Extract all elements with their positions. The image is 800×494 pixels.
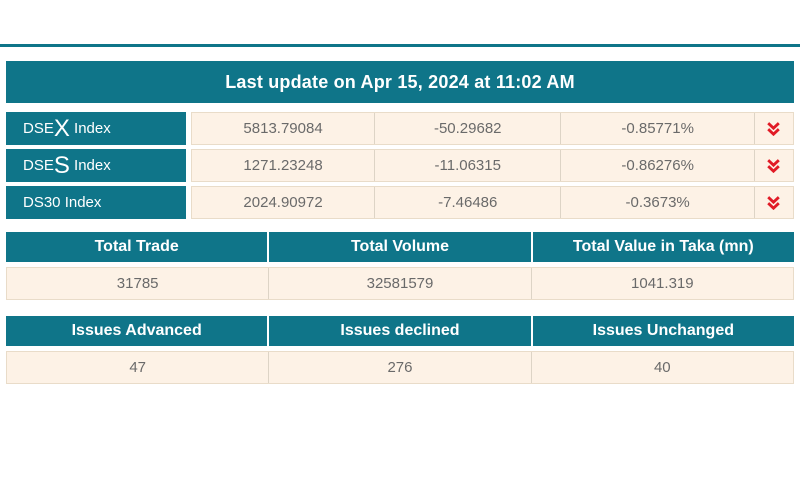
content-area: Last update on Apr 15, 2024 at 11:02 AM …: [6, 61, 794, 384]
total-volume-header: Total Volume: [267, 232, 530, 262]
index-name-prefix: DSE: [23, 120, 54, 137]
issues-declined-header: Issues declined: [267, 316, 530, 346]
total-trade-value: 31785: [116, 275, 159, 292]
index-name-suffix: Index: [69, 157, 111, 174]
issues-unchanged-value: 40: [530, 352, 793, 383]
issues-advanced-value: 47: [129, 359, 146, 376]
issues-summary-header-row: Issues Advanced Issues declined Issues U…: [6, 316, 794, 346]
index-row-dses: DSE S Index 1271.23248 -11.06315 -0.86276…: [6, 149, 794, 182]
trade-summary-value-row: 31785 32581579 1041.319: [6, 267, 794, 300]
index-change-pct-cell: -0.85771%: [560, 113, 754, 144]
index-name-cell: DS30 Index: [6, 186, 186, 219]
index-name-big-letter: X: [53, 114, 70, 142]
index-change-pct-cell: -0.3673%: [560, 187, 754, 218]
top-accent-line: [0, 44, 800, 47]
double-chevron-down-icon: [766, 195, 781, 210]
double-chevron-down-icon: [766, 158, 781, 173]
index-row-ds30: DS30 Index 2024.90972 -7.46486 -0.3673%: [6, 186, 794, 219]
index-change-pct-cell: -0.86276%: [560, 150, 754, 181]
trade-summary-header-row: Total Trade Total Volume Total Value in …: [6, 232, 794, 262]
index-change-cell: -11.06315: [374, 150, 560, 181]
issues-summary-table: Issues Advanced Issues declined Issues U…: [6, 316, 794, 384]
index-values: 5813.79084 -50.29682 -0.85771%: [191, 112, 794, 145]
trend-icon-cell: [753, 187, 793, 218]
index-name-suffix: Index: [69, 120, 111, 137]
trend-icon-cell: [753, 113, 793, 144]
index-name-cell: DSE S Index: [6, 149, 186, 182]
double-chevron-down-icon: [766, 121, 781, 136]
index-change-cell: -7.46486: [374, 187, 560, 218]
index-value-cell: 1271.23248: [243, 157, 323, 174]
index-change-cell: -50.29682: [374, 113, 560, 144]
index-table: DSE X Index 5813.79084 -50.29682 -0.85771…: [6, 112, 794, 219]
index-name-prefix: DSE: [23, 157, 54, 174]
total-value-header: Total Value in Taka (mn): [530, 232, 794, 262]
total-volume-value: 32581579: [268, 268, 530, 299]
index-name-prefix: DS30: [23, 194, 61, 211]
index-value-cell: 5813.79084: [243, 120, 323, 137]
index-values: 2024.90972 -7.46486 -0.3673%: [191, 186, 794, 219]
index-value-cell: 2024.90972: [243, 194, 323, 211]
issues-advanced-header: Issues Advanced: [71, 322, 202, 339]
issues-summary-value-row: 47 276 40: [6, 351, 794, 384]
last-update-bar: Last update on Apr 15, 2024 at 11:02 AM: [6, 61, 794, 103]
index-row-dsex: DSE X Index 5813.79084 -50.29682 -0.85771…: [6, 112, 794, 145]
index-name-cell: DSE X Index: [6, 112, 186, 145]
index-name-big-letter: S: [53, 151, 70, 179]
index-values: 1271.23248 -11.06315 -0.86276%: [191, 149, 794, 182]
trade-summary-table: Total Trade Total Volume Total Value in …: [6, 232, 794, 300]
index-name-suffix: Index: [60, 194, 102, 211]
total-value-value: 1041.319: [530, 268, 793, 299]
trend-icon-cell: [753, 150, 793, 181]
total-trade-header: Total Trade: [94, 238, 179, 255]
last-update-text: Last update on Apr 15, 2024 at 11:02 AM: [225, 71, 575, 92]
issues-unchanged-header: Issues Unchanged: [530, 316, 794, 346]
issues-declined-value: 276: [268, 352, 530, 383]
